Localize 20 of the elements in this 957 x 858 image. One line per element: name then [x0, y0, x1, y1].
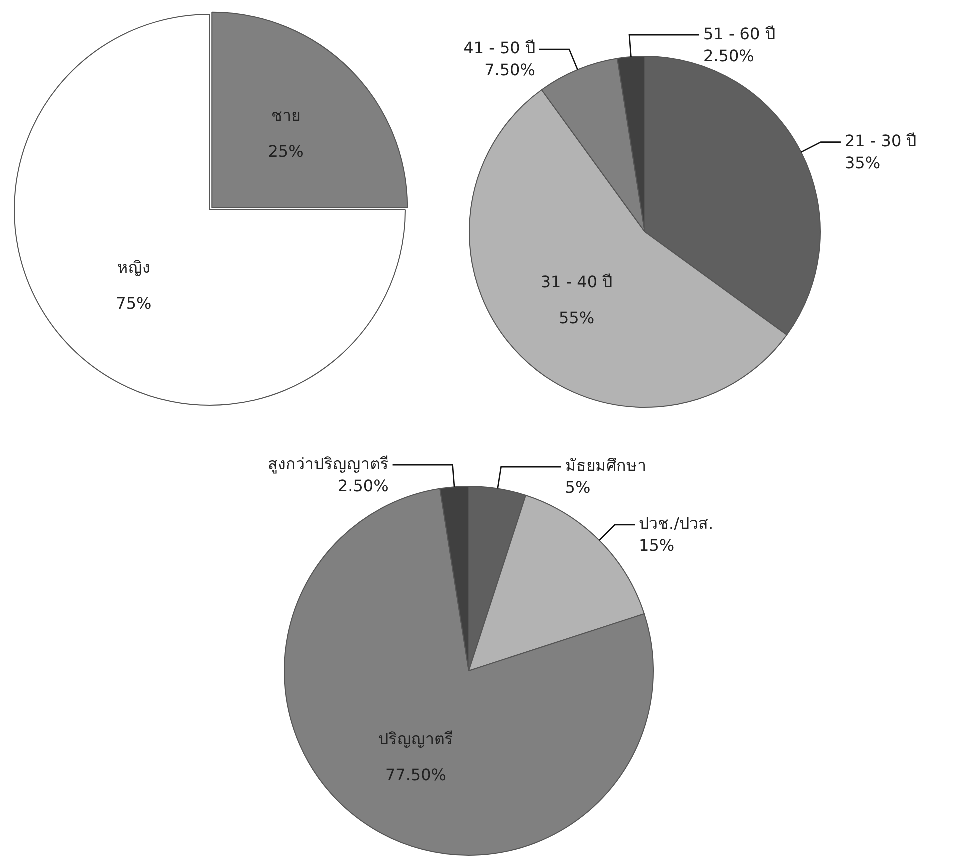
- slice-label: มัธยมศึกษา: [565, 456, 646, 476]
- data-label: 7.50%: [484, 60, 536, 80]
- data-label: 77.50%: [385, 766, 446, 785]
- data-label: 75%: [116, 294, 152, 314]
- data-label: 2.50%: [704, 46, 754, 66]
- slice-label: ชาย: [272, 106, 301, 126]
- data-label: 25%: [268, 142, 304, 162]
- data-label: 5%: [565, 478, 591, 498]
- slice-label: ปริญญาตรี: [378, 730, 454, 749]
- data-label: 55%: [558, 308, 595, 328]
- slice-label: 41 - 50 ปี: [464, 38, 536, 58]
- slice-label: 21 - 30 ปี: [844, 131, 917, 150]
- data-label: 35%: [844, 153, 881, 172]
- data-label: 15%: [639, 536, 675, 556]
- slice-label: 51 - 60 ปี: [704, 24, 776, 44]
- slice-label: หญิง: [117, 258, 150, 278]
- data-label: 2.50%: [338, 476, 389, 496]
- slice-label: 31 - 40 ปี: [540, 272, 613, 292]
- slice-label: ปวช./ปวส.: [639, 514, 714, 534]
- slice-label: สูงกว่าปริญญาตรี: [268, 454, 389, 474]
